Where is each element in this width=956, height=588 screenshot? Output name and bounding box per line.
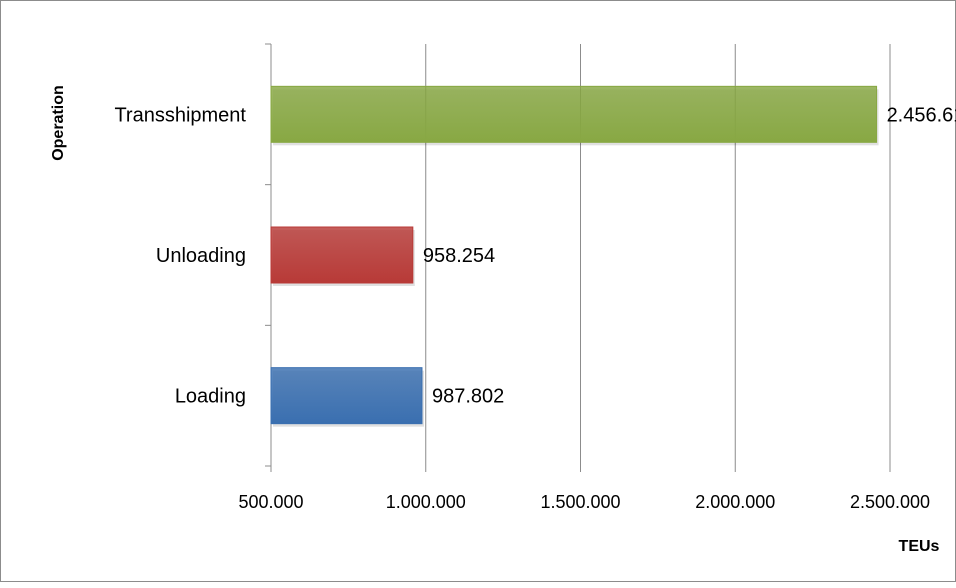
labels: 500.000 1.000.000 1.500.000 2.000.000 2.500.…	[114, 104, 956, 512]
x-tick-label: 1.000.000	[386, 492, 466, 512]
data-label: 958.254	[423, 245, 495, 267]
x-tick-label: 500.000	[238, 492, 303, 512]
bars	[270, 85, 879, 427]
y-tick-label: Unloading	[156, 245, 246, 267]
bar-loading	[270, 367, 423, 425]
x-tick-label: 2.000.000	[695, 492, 775, 512]
data-label: 2.456.614	[887, 104, 956, 126]
data-label: 987.802	[432, 386, 504, 408]
y-axis-title: Operation	[50, 85, 67, 161]
y-tick-label: Loading	[175, 386, 246, 408]
x-axis-title: TEUs	[899, 538, 940, 555]
bar-transshipment	[270, 85, 878, 143]
x-tick-label: 1.500.000	[540, 492, 620, 512]
y-tick-label: Transshipment	[114, 104, 246, 126]
bar-unloading	[270, 226, 414, 284]
x-tick-label: 2.500.000	[850, 492, 930, 512]
